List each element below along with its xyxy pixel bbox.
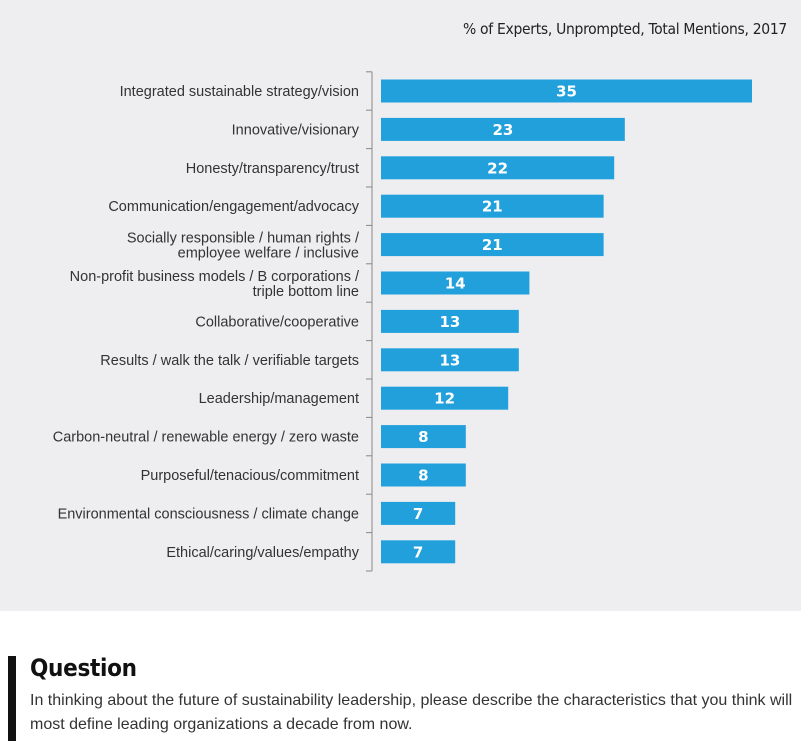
bar — [381, 156, 615, 180]
data-label: 23 — [492, 121, 513, 139]
data-label: 14 — [445, 275, 466, 293]
question-title: Question — [30, 654, 137, 682]
data-label: 22 — [487, 159, 508, 177]
bar — [381, 233, 604, 257]
data-label: 35 — [556, 83, 577, 101]
question-block: Question In thinking about the future of… — [8, 654, 801, 741]
bar — [381, 79, 752, 103]
category-label: Ethical/caring/values/empathy — [166, 545, 359, 561]
bar — [381, 501, 456, 525]
category-label: Environmental consciousness / climate ch… — [58, 506, 359, 522]
category-label: Results / walk the talk / verifiable tar… — [100, 353, 359, 369]
bar — [381, 348, 519, 372]
question-text: In thinking about the future of sustaina… — [30, 692, 793, 733]
bar — [381, 271, 530, 295]
data-label: 13 — [439, 313, 460, 331]
bar — [381, 540, 456, 564]
bar — [381, 309, 519, 333]
category-label: Non-profit business models / B corporati… — [70, 269, 360, 300]
bar — [381, 425, 466, 449]
chart-panel: % of Experts, Unprompted, Total Mentions… — [0, 0, 801, 611]
data-label: 21 — [482, 198, 503, 216]
bar — [381, 386, 509, 410]
data-label: 21 — [482, 236, 503, 254]
bar — [381, 463, 466, 487]
chart-subtitle: % of Experts, Unprompted, Total Mentions… — [462, 20, 787, 38]
category-label: Carbon-neutral / renewable energy / zero… — [53, 430, 359, 446]
data-label: 7 — [413, 505, 423, 523]
bar — [381, 194, 604, 218]
data-label: 8 — [418, 428, 428, 446]
category-label: Purposeful/tenacious/commitment — [141, 468, 359, 484]
category-label: Leadership/management — [199, 391, 359, 407]
category-label: Innovative/visionary — [232, 122, 360, 138]
bar — [381, 117, 625, 141]
data-label: 8 — [418, 467, 428, 485]
category-label: Socially responsible / human rights / emp… — [127, 231, 360, 262]
data-label: 13 — [439, 351, 460, 369]
category-label: Communication/engagement/advocacy — [108, 199, 359, 215]
category-label: Honesty/transparency/trust — [186, 161, 359, 177]
bar-chart: 35 Integrated sustainable strategy/vision… — [53, 71, 752, 572]
data-label: 12 — [434, 390, 455, 408]
data-label: 7 — [413, 543, 423, 561]
category-label: Collaborative/cooperative — [195, 314, 359, 330]
category-label: Integrated sustainable strategy/vision — [120, 84, 359, 100]
